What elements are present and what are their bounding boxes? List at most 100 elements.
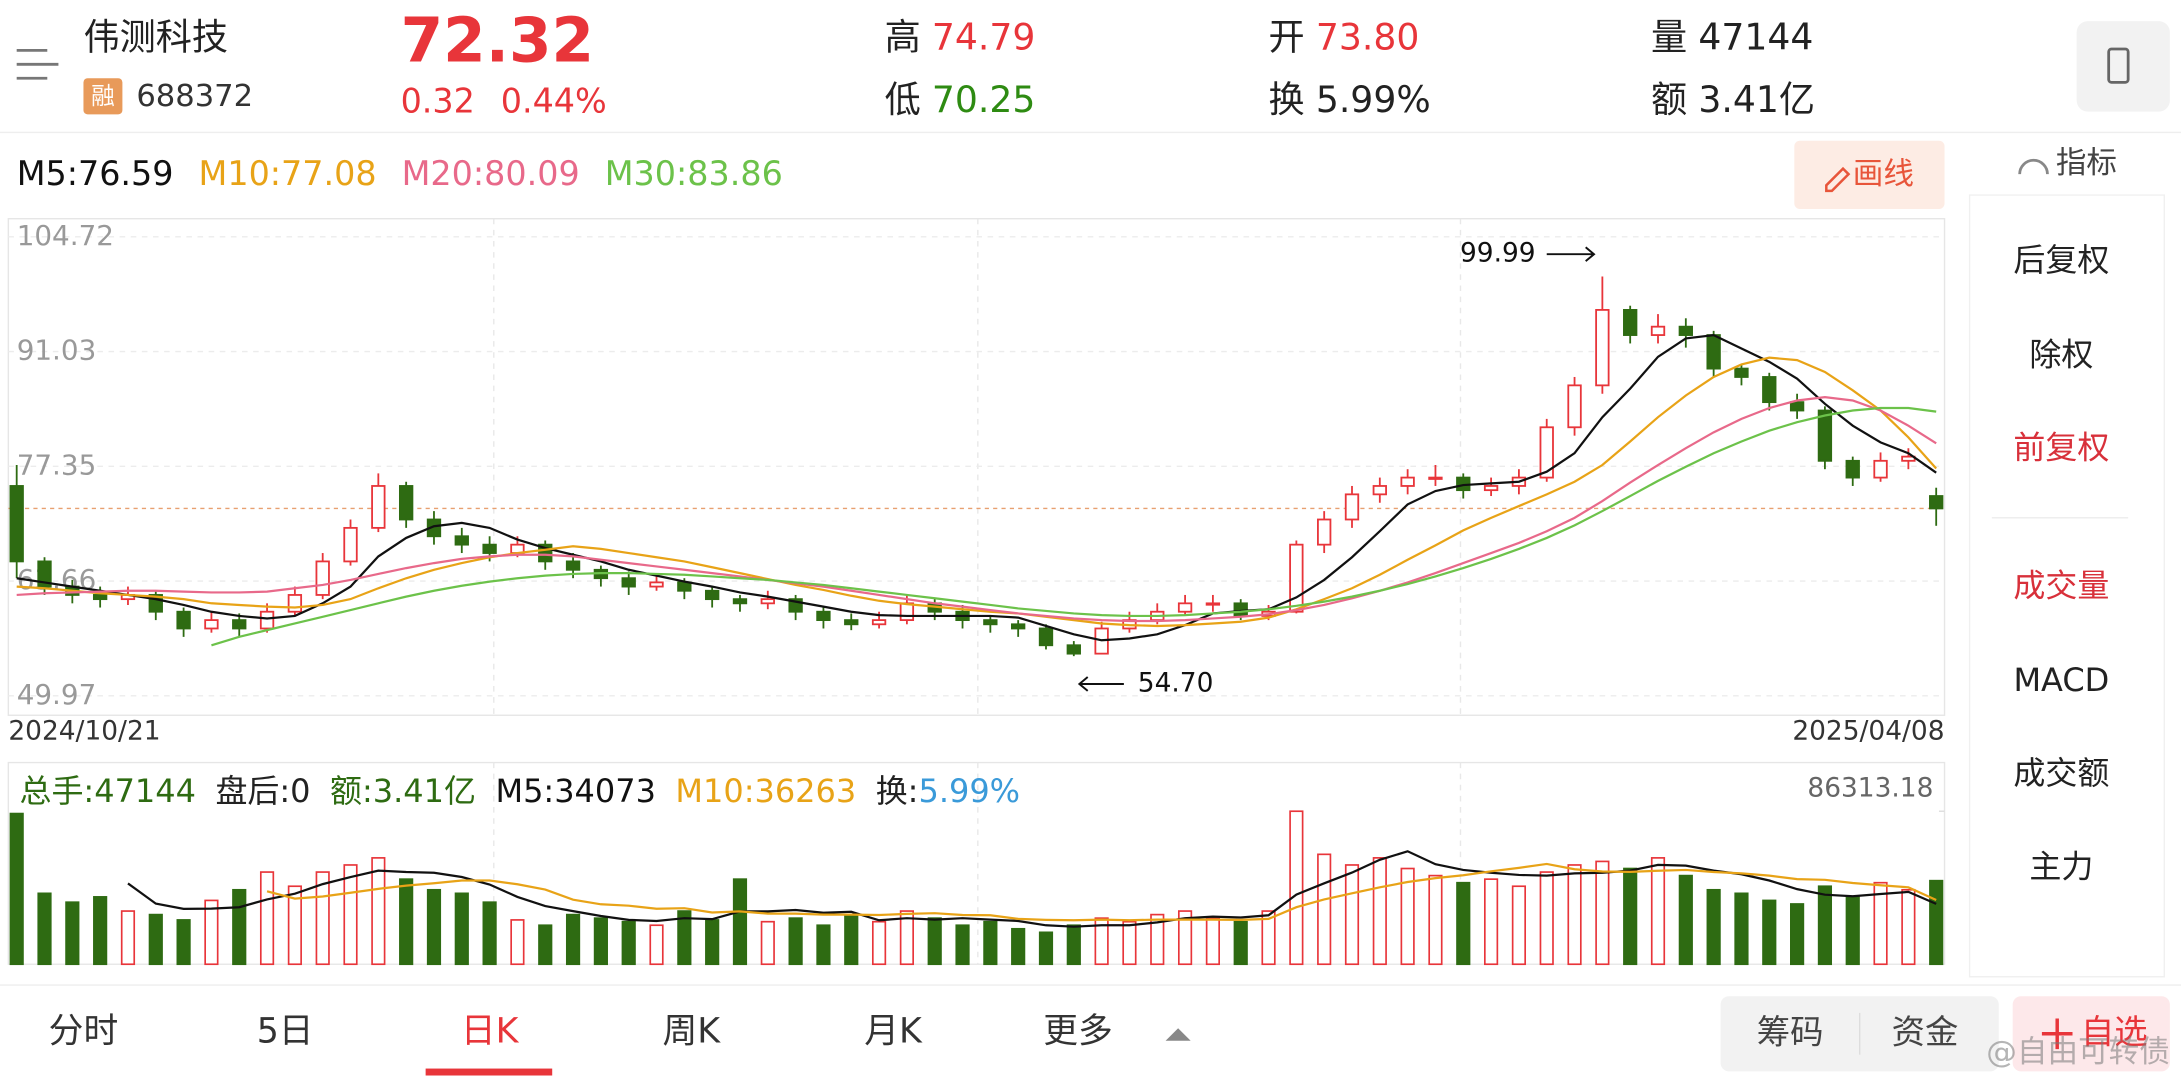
ma-line [16, 356, 1938, 628]
volume-bar [287, 885, 302, 966]
sidebar-item[interactable]: 主力 [2029, 847, 2093, 885]
chart-layer: 高 74.79 低 70.25 开 73.80 换 5.99% 量 47144 额 3.41亿后复权除… [8, 15, 2170, 1069]
candle-body [1011, 623, 1026, 630]
volume-bar [204, 899, 219, 966]
arrow [1546, 246, 1596, 262]
volume-bar [760, 920, 775, 966]
candle-body [983, 619, 998, 626]
volume-bar [1817, 885, 1833, 966]
candle-body [37, 560, 52, 588]
stat-value: 70.25 [932, 78, 1036, 121]
y-tick-label: 91.03 [17, 334, 97, 367]
candle-body [315, 560, 330, 596]
candle-body [871, 619, 887, 626]
stat-value: 47144 [1698, 15, 1813, 58]
candle-body [371, 485, 386, 529]
stat-value: 74.79 [932, 15, 1036, 58]
tab[interactable]: 更多 [1043, 1011, 1113, 1051]
volume-bar [1623, 867, 1638, 966]
change: 0.32 [401, 82, 475, 121]
candle-body [1400, 476, 1415, 487]
candle-body [1344, 493, 1360, 521]
sidebar-item[interactable]: 前复权 [2013, 429, 2109, 467]
volume-bar [371, 857, 386, 966]
volume-bar [1873, 881, 1888, 966]
stock-name: 伟测科技 [83, 15, 228, 58]
candle-body [259, 610, 275, 630]
candle-body [1539, 426, 1554, 479]
volume-bar [510, 919, 525, 966]
volume-bar [1511, 885, 1527, 966]
price-frame [7, 217, 1946, 716]
volume-bar [426, 888, 442, 966]
tab[interactable]: 5日 [257, 1011, 314, 1051]
volume-bar [1400, 867, 1415, 966]
volume-legend: 盘后:0 [215, 772, 310, 810]
candle-body [398, 485, 414, 521]
device-button[interactable] [2076, 21, 2170, 112]
stat-label: 额 [1651, 78, 1687, 121]
candle-body [1706, 334, 1721, 370]
volume-bar [1706, 888, 1721, 966]
volume-bar [1150, 913, 1165, 966]
sidebar-item[interactable]: 成交额 [2013, 754, 2109, 792]
stat-label: 高 [885, 15, 921, 58]
x-tick-label: 2024/10/21 [8, 715, 160, 746]
volume-bar [1790, 903, 1805, 966]
badge: 融 [91, 82, 115, 110]
sidebar-item[interactable]: 成交量 [2013, 566, 2109, 604]
candle-body [232, 619, 247, 630]
volume-bar [899, 910, 914, 966]
watermark: @自由可转债 [1986, 1035, 2170, 1070]
candle-body [677, 581, 692, 592]
sidebar [1968, 194, 2166, 978]
sidebar-item[interactable]: MACD [2013, 661, 2109, 699]
candle-body [1678, 325, 1693, 336]
volume-bar [259, 871, 275, 966]
volume-bar [148, 913, 163, 966]
draw-label[interactable]: 画线 [1853, 157, 1914, 192]
stock-code: 688372 [136, 79, 253, 114]
indicator-title[interactable]: 指标 [2056, 146, 2117, 181]
tab[interactable]: 周K [663, 1011, 722, 1051]
sidebar-item[interactable]: 除权 [2029, 335, 2093, 373]
button-label[interactable]: 资金 [1892, 1012, 1959, 1051]
menu-icon[interactable] [16, 48, 59, 80]
y-tick-label: 104.72 [17, 219, 114, 252]
stat-value: 3.41亿 [1698, 78, 1815, 121]
button-label[interactable]: 筹码 [1757, 1012, 1824, 1051]
volume-legend: 5.99% [918, 772, 1020, 810]
tab[interactable]: 分时 [49, 1011, 119, 1051]
candle-body [1650, 325, 1666, 336]
volume-bar [1567, 864, 1582, 966]
volume-bar [565, 913, 581, 966]
tab[interactable]: 日K [461, 1011, 520, 1051]
volume-bar [1428, 874, 1443, 966]
x-tick-label: 2025/04/08 [1792, 715, 1944, 746]
candle-body [1595, 309, 1610, 387]
high-annotation: 99.99 [1460, 238, 1536, 269]
volume-legend: M5:34073 [495, 772, 655, 810]
volume-bar [1845, 896, 1860, 966]
candle-body [844, 619, 859, 626]
volume-bar [232, 888, 247, 966]
button-label[interactable]: 自选 [2081, 1012, 2148, 1051]
volume-bar [1901, 888, 1916, 966]
candle-body [899, 602, 915, 622]
candle-body [9, 485, 24, 563]
volume-bar [37, 892, 52, 966]
ma-line [211, 406, 1937, 647]
candle-body [1567, 384, 1582, 429]
sidebar-item[interactable]: 后复权 [2013, 241, 2109, 279]
candle-body [1817, 409, 1833, 462]
watch-button[interactable] [2012, 996, 2170, 1072]
candle-body [760, 598, 775, 605]
volume-bar [677, 910, 692, 966]
volume-bar [1483, 878, 1499, 966]
volume-bar [1734, 892, 1749, 966]
volume-bar [621, 920, 636, 966]
gauge-icon [2018, 158, 2049, 175]
volume-ma-line [266, 862, 1937, 922]
stat-label: 开 [1269, 15, 1305, 58]
tab[interactable]: 月K [864, 1011, 923, 1051]
